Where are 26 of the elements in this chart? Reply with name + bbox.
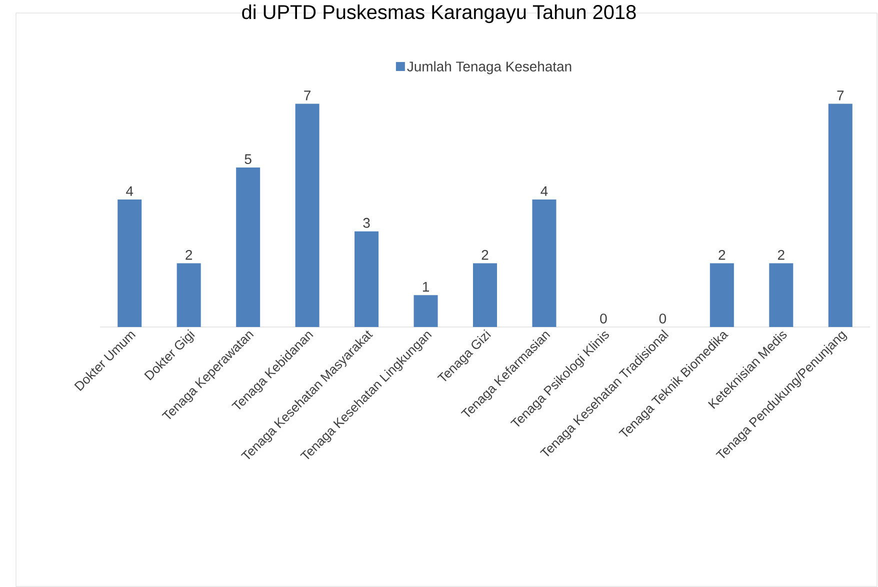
bar [354,231,379,327]
data-label: 2 [186,250,192,260]
bar [532,199,556,327]
bar [710,263,734,327]
bar [828,104,852,327]
data-label: 0 [600,314,607,324]
data-label: 2 [482,250,488,260]
data-label: 4 [540,186,548,196]
bar [769,263,794,327]
data-label: 7 [304,90,310,100]
bar [473,263,498,327]
data-label: 2 [718,250,726,260]
bar [176,263,201,327]
chart-title: di UPTD Puskesmas Karangayu Tahun 2018 [242,4,636,24]
legend-label: Jumlah Tenaga Kesehatan [407,61,572,74]
data-label: 2 [778,250,784,260]
data-label: 4 [126,186,134,196]
data-label: 0 [659,314,666,324]
data-label: 3 [363,218,370,228]
data-label: 5 [244,154,252,164]
bar [118,199,142,327]
bar [295,104,320,327]
data-label: 1 [422,282,429,292]
bar [414,295,438,327]
bar [236,168,260,327]
data-label: 7 [837,90,844,100]
